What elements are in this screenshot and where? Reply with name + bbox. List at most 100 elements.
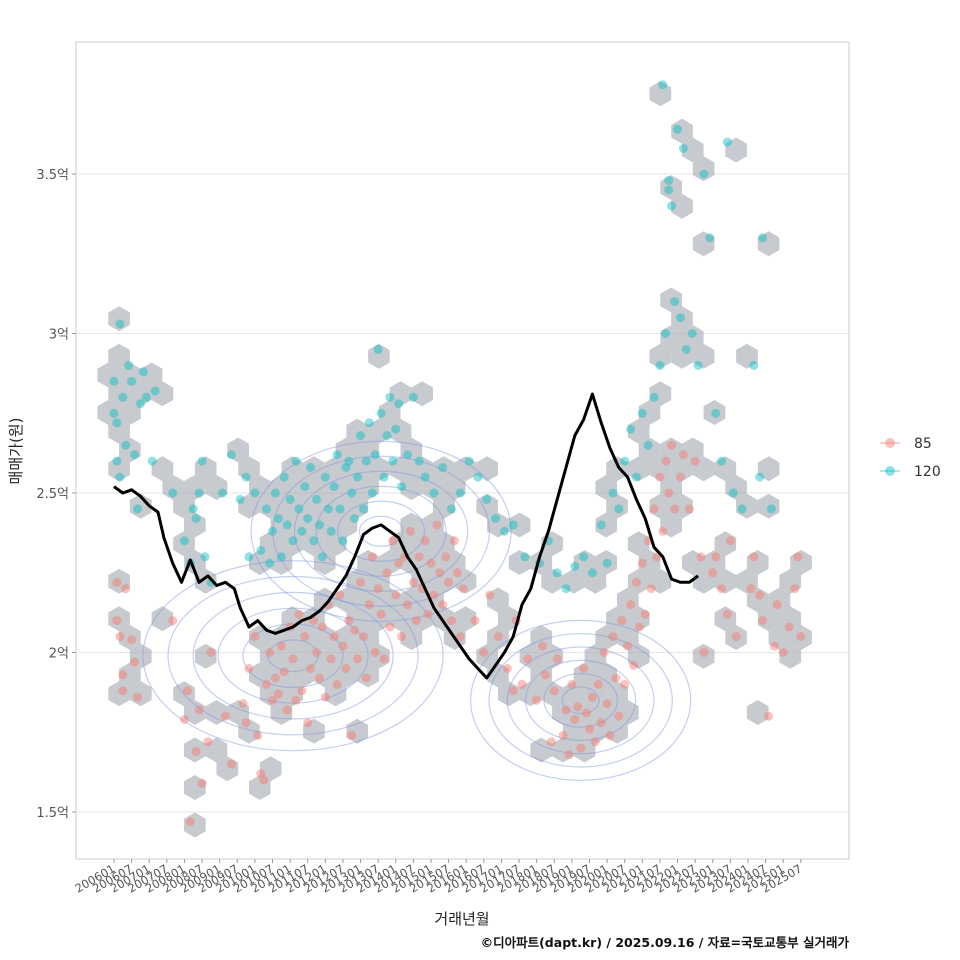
hexbin-cell: [476, 493, 498, 519]
hexbin-cell: [119, 362, 141, 388]
hexbin-cell: [281, 531, 304, 557]
y-tick-label: 2.5억: [36, 487, 69, 502]
hexbin-cell: [714, 456, 737, 482]
data-point-120: [473, 472, 483, 482]
data-point-85: [646, 584, 656, 594]
data-point-120: [722, 137, 732, 147]
data-point-120: [323, 504, 333, 514]
hexbin-cell: [779, 568, 802, 594]
hexbin-cell: [151, 381, 174, 407]
data-point-85: [291, 695, 301, 705]
data-point-120: [614, 504, 624, 514]
data-point-85: [579, 664, 589, 673]
hexbin-cell: [205, 737, 228, 763]
hexbin-cell: [703, 400, 726, 425]
hexbin-cell: [108, 381, 130, 407]
hexbin-cell: [378, 400, 401, 425]
hexbin-cell: [725, 137, 747, 163]
hexbin-cell: [129, 681, 152, 707]
data-point-85: [115, 632, 125, 642]
hexbin-cell: [400, 512, 423, 538]
data-point-120: [755, 472, 765, 482]
data-point-120: [188, 504, 198, 514]
hexbin-cell: [746, 700, 769, 725]
data-point-85: [303, 718, 313, 728]
hexbin-cell: [205, 475, 228, 500]
hexbin-cell: [487, 587, 509, 613]
hexbin-cell: [552, 700, 574, 725]
density-contour: [242, 623, 344, 688]
data-point-120: [118, 392, 128, 402]
hexbin-cell: [281, 493, 304, 519]
density-contour: [250, 440, 512, 622]
data-point-85: [441, 552, 451, 562]
data-point-85: [118, 670, 128, 680]
hexbin-cell: [119, 437, 141, 463]
data-point-120: [329, 482, 339, 492]
data-point-120: [168, 488, 178, 498]
hexbin-cell: [270, 475, 293, 500]
hexbin-cell: [757, 456, 780, 482]
data-point-120: [315, 520, 324, 530]
data-point-120: [676, 313, 685, 323]
data-point-120: [270, 488, 280, 498]
hexbin-cell: [119, 662, 141, 688]
density-contour: [315, 485, 447, 577]
hexbin-cell: [530, 662, 553, 688]
data-point-85: [112, 577, 122, 587]
hexbin-cell: [368, 456, 390, 482]
hexbin-cell: [97, 362, 120, 388]
data-point-120: [115, 472, 125, 482]
data-point-85: [538, 641, 547, 651]
data-point-120: [112, 456, 122, 466]
data-point-85: [403, 600, 412, 610]
data-point-85: [118, 686, 128, 696]
data-point-120: [649, 392, 659, 402]
legend-entry-120[interactable]: 120: [880, 464, 941, 480]
hexbin-cell: [346, 606, 369, 632]
hexbin-cell: [454, 456, 477, 482]
data-point-120: [109, 408, 119, 418]
data-point-120: [664, 185, 674, 195]
data-point-120: [491, 514, 501, 523]
hexbin-cell: [303, 531, 325, 557]
data-point-120: [109, 376, 119, 386]
hexbin-cell: [173, 531, 195, 557]
data-point-120: [482, 494, 492, 504]
density-contour: [470, 619, 692, 781]
data-point-120: [661, 329, 671, 338]
hexbin-cell: [184, 512, 206, 538]
hexbin-cell: [573, 700, 596, 725]
data-point-85: [629, 660, 638, 670]
data-point-120: [265, 558, 275, 568]
data-point-120: [414, 456, 424, 466]
data-point-120: [359, 504, 368, 514]
data-point-120: [130, 450, 139, 460]
hexbin-cell: [595, 662, 617, 688]
hexbin-cell: [519, 643, 542, 669]
hexbin-cell: [649, 81, 672, 107]
hexbin-cell: [411, 456, 433, 482]
data-point-85: [676, 472, 685, 482]
hexbin-cell: [660, 512, 682, 538]
data-point-120: [367, 488, 377, 498]
data-point-85: [637, 558, 647, 568]
hexbin-cell: [638, 437, 661, 463]
data-point-120: [218, 488, 228, 498]
data-point-120: [115, 319, 125, 329]
data-point-120: [637, 408, 647, 418]
data-point-120: [138, 367, 148, 377]
hexbin-cell: [194, 456, 217, 482]
data-point-120: [520, 552, 530, 562]
legend-entry-85[interactable]: 85: [880, 436, 932, 452]
y-axis: 1.5억 2억 2.5억 3억 3.5억: [36, 168, 76, 821]
hexbin-cell: [249, 662, 271, 688]
data-point-85: [746, 584, 756, 594]
hexbin-cell: [746, 550, 769, 575]
data-point-120: [655, 360, 665, 370]
data-point-85: [121, 584, 131, 594]
data-point-85: [670, 504, 680, 514]
data-point-85: [585, 724, 594, 734]
data-point-85: [112, 616, 122, 626]
hexbin-cell: [692, 568, 715, 594]
